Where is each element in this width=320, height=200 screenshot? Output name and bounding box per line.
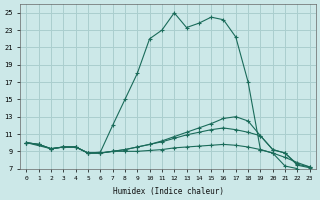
X-axis label: Humidex (Indice chaleur): Humidex (Indice chaleur) xyxy=(113,187,224,196)
